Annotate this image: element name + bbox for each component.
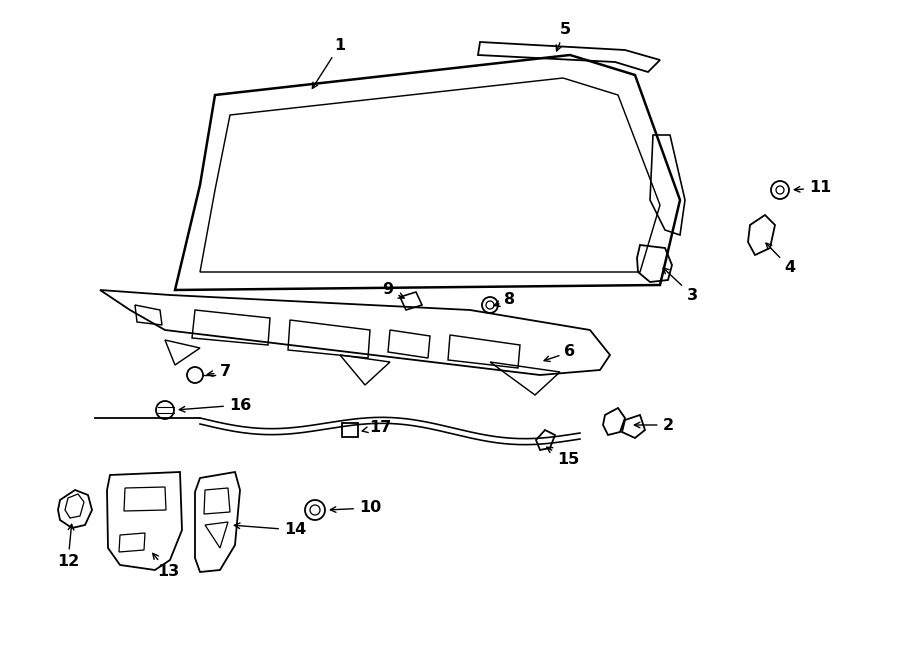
Text: 10: 10: [330, 500, 381, 516]
Text: 9: 9: [382, 282, 404, 298]
Text: 4: 4: [766, 243, 796, 276]
Text: 14: 14: [234, 522, 306, 537]
Text: 5: 5: [556, 22, 571, 51]
Text: 6: 6: [544, 344, 576, 362]
Text: 12: 12: [57, 524, 79, 570]
Text: 17: 17: [362, 420, 392, 434]
Text: 16: 16: [179, 397, 251, 412]
Text: 15: 15: [546, 447, 579, 467]
Text: 13: 13: [153, 553, 179, 580]
Text: 11: 11: [795, 180, 831, 196]
Text: 1: 1: [312, 38, 346, 89]
Text: 7: 7: [207, 364, 230, 379]
Text: 8: 8: [494, 293, 516, 307]
Text: 2: 2: [634, 418, 673, 432]
Text: 3: 3: [663, 268, 698, 303]
